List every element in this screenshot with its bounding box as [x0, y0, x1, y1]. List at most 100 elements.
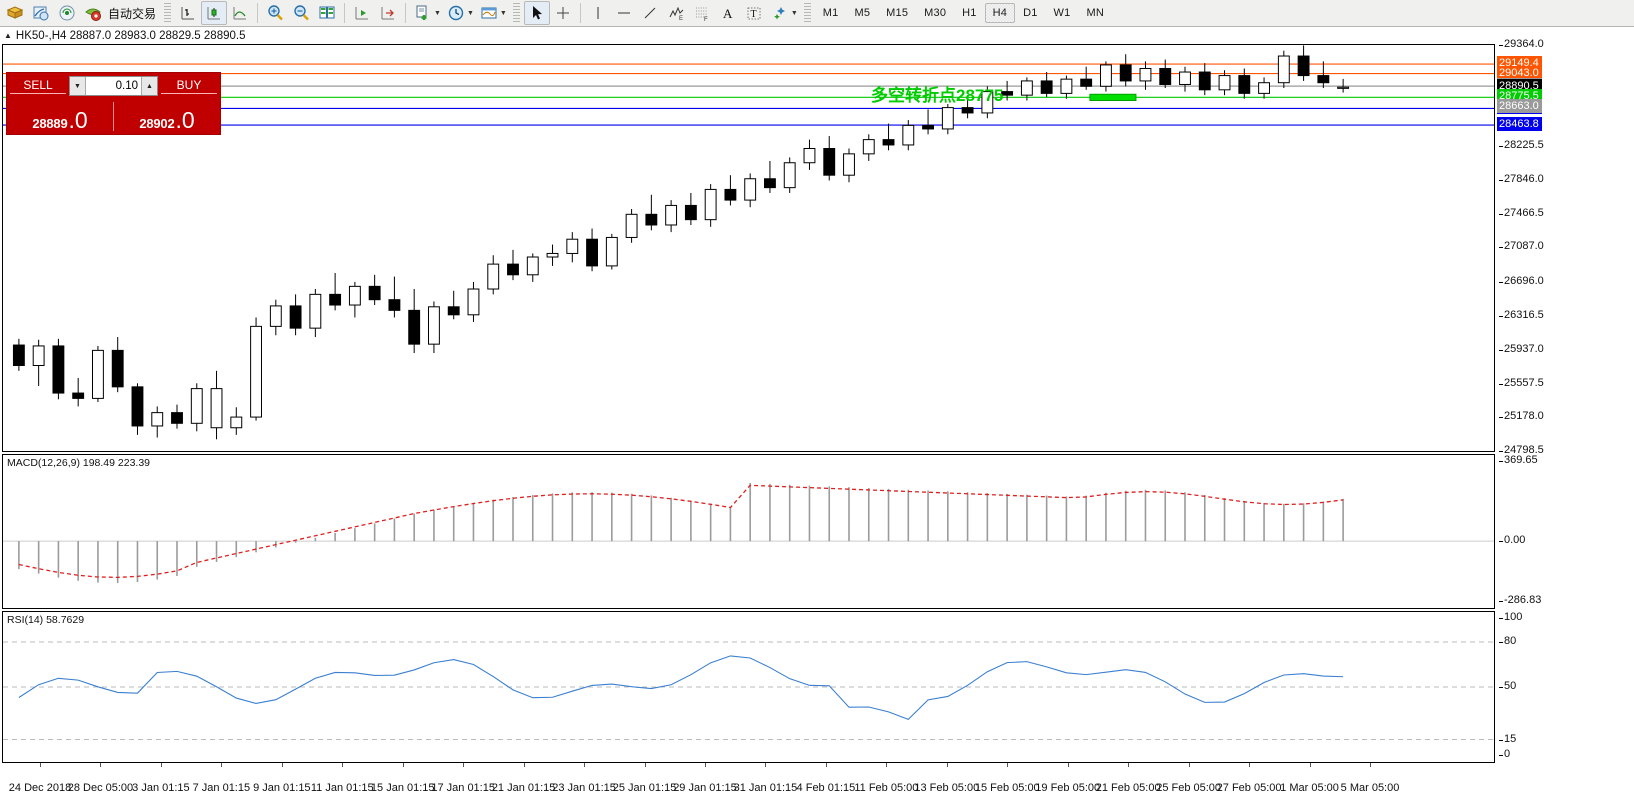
time-label: 25 Jan 01:15 [612, 782, 677, 794]
time-tick [402, 763, 404, 767]
text-object-icon[interactable]: T [741, 1, 767, 25]
trendline-icon[interactable] [637, 1, 663, 25]
price-pane[interactable]: 多空转折点28775 [2, 44, 1495, 452]
time-tick [644, 763, 646, 767]
buy-button[interactable]: BUY [161, 78, 217, 94]
bar-chart-icon[interactable] [175, 1, 201, 25]
vertical-line-icon[interactable] [585, 1, 611, 25]
indicators-icon[interactable] [410, 1, 436, 25]
sell-price-fraction: .0 [68, 107, 88, 134]
auto-scroll-icon[interactable] [375, 1, 401, 25]
collapse-triangle-icon[interactable]: ▲ [4, 31, 12, 40]
horizontal-line-icon[interactable] [611, 1, 637, 25]
auto-trading-label[interactable]: 自动交易 [108, 6, 157, 21]
templates-icon[interactable] [476, 1, 502, 25]
rsi-pane[interactable]: RSI(14) 58.7629 [2, 611, 1495, 763]
line-chart-icon[interactable] [227, 1, 253, 25]
buy-price[interactable]: 28902.0 [114, 99, 220, 134]
toolbar-grip-1[interactable] [164, 3, 172, 23]
price-tick: 24798.5 [1499, 444, 1544, 456]
tile-windows-icon[interactable] [314, 1, 340, 25]
rsi-canvas [3, 641, 1494, 740]
elliott-wave-icon[interactable]: E [663, 1, 689, 25]
rsi-tick: 50 [1498, 680, 1517, 692]
history-icon[interactable] [28, 1, 54, 25]
one-click-trading-panel[interactable]: SELL ▼ 0.10 ▲ BUY 28889.0 28902.0 [6, 72, 221, 135]
chart-area[interactable]: ▲ HK50-,H4 28887.0 28983.0 28829.5 28890.… [0, 27, 1634, 794]
time-tick [523, 763, 525, 767]
toolbar-separator-3 [405, 3, 407, 23]
sell-price-integer: 28889 [32, 116, 68, 131]
periods-dropdown-caret[interactable]: ▼ [466, 9, 474, 17]
volume-decrease-icon[interactable]: ▼ [70, 77, 86, 95]
time-tick [1128, 763, 1130, 767]
time-label: 17 Jan 01:15 [431, 782, 495, 794]
price-scale[interactable]: 29364.0 28225.5 27846.0 27466.5 27087.0 26696… [1495, 38, 1634, 456]
chart-shift-icon[interactable] [349, 1, 375, 25]
periods-icon[interactable] [443, 1, 469, 25]
zoom-out-icon[interactable] [288, 1, 314, 25]
toolbar-grip-2[interactable] [512, 3, 520, 23]
time-label: 28 Dec 05:00 [67, 782, 134, 794]
timeframe-h4[interactable]: H4 [984, 3, 1016, 23]
time-label: 23 Jan 01:15 [552, 782, 616, 794]
rsi-label: RSI(14) 58.7629 [7, 614, 85, 626]
fibonacci-icon[interactable]: F [689, 1, 715, 25]
cursor-icon[interactable] [523, 1, 550, 25]
timeframe-d1[interactable]: D1 [1023, 7, 1038, 19]
time-label: 13 Feb 05:00 [914, 782, 980, 794]
time-label: 24 Dec 2018 [8, 782, 72, 794]
macd-tick: 369.65 [1499, 454, 1538, 466]
sell-button[interactable]: SELL [10, 78, 66, 94]
svg-text:E: E [679, 16, 683, 22]
timeframe-m15[interactable]: M15 [886, 7, 909, 19]
objects-dropdown-caret[interactable]: ▼ [790, 9, 798, 17]
rsi-scale: 100 80 50 15 0 [1495, 611, 1634, 763]
toolbar-grip-3[interactable] [803, 3, 811, 23]
timeframe-m30[interactable]: M30 [924, 7, 947, 19]
auto-trading-icon[interactable] [80, 1, 106, 25]
time-tick [1370, 763, 1371, 767]
text-label-icon[interactable]: A [715, 1, 741, 25]
volume-stepper[interactable]: ▼ 0.10 ▲ [69, 76, 158, 96]
indicators-dropdown-caret[interactable]: ▼ [434, 9, 441, 17]
svg-text:F: F [704, 17, 708, 22]
new-order-icon[interactable] [2, 1, 28, 25]
price-tag-hidden-gray-2[interactable]: 28663.0 [1497, 99, 1542, 114]
time-tick [1309, 763, 1311, 767]
time-tick [221, 763, 223, 767]
crosshair-icon[interactable] [550, 1, 576, 25]
time-tick [886, 763, 888, 767]
time-tick [825, 763, 827, 767]
volume-increase-icon[interactable]: ▲ [141, 77, 157, 95]
signals-icon[interactable] [54, 1, 80, 25]
templates-dropdown-caret[interactable]: ▼ [499, 9, 507, 17]
timeframe-m5[interactable]: M5 [854, 7, 871, 19]
time-tick [705, 763, 706, 767]
time-tick [1067, 763, 1069, 767]
buy-price-integer: 28902 [139, 116, 175, 131]
time-label: 27 Feb 05:00 [1216, 782, 1282, 794]
macd-pane[interactable]: MACD(12,26,9) 198.49 223.39 [2, 454, 1495, 609]
time-axis[interactable]: 24 Dec 2018 28 Dec 05:00 3 Jan 01:15 7 Jan … [0, 763, 1634, 801]
time-tick [584, 763, 586, 767]
price-tag-resistance-2[interactable]: 29043.0 [1497, 65, 1542, 80]
rsi-tick: 0 [1498, 748, 1511, 760]
price-tick: 27087.0 [1499, 240, 1544, 253]
timeframe-mn[interactable]: MN [1086, 7, 1104, 19]
time-tick [765, 763, 767, 767]
price-tag-support-2[interactable]: 28463.8 [1497, 117, 1542, 132]
time-tick [100, 763, 102, 767]
time-tick [946, 763, 948, 767]
sell-price[interactable]: 28889.0 [7, 99, 113, 134]
candlestick-chart-icon[interactable] [201, 1, 228, 25]
volume-input[interactable]: 0.10 [115, 80, 138, 92]
timeframe-h1[interactable]: H1 [962, 7, 977, 19]
rsi-tick: 80 [1498, 635, 1517, 647]
objects-icon[interactable] [767, 1, 793, 25]
macd-canvas [3, 483, 1494, 584]
time-label: 21 Jan 01:15 [491, 782, 556, 794]
timeframe-w1[interactable]: W1 [1053, 7, 1071, 19]
zoom-in-icon[interactable] [262, 1, 288, 25]
timeframe-m1[interactable]: M1 [822, 7, 839, 19]
